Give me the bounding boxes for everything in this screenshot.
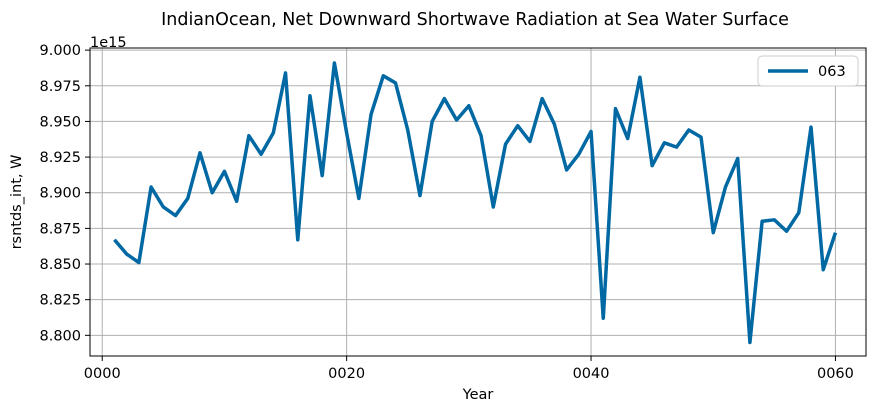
axis-ticks: 8.800 8.825 8.850 8.875 8.900 8.925 8.950 8.975… (39, 43, 853, 382)
y-tick-label: 8.825 (39, 293, 81, 309)
plot-area-frame (89, 47, 867, 357)
y-offset-label: 1e15 (90, 35, 127, 51)
y-tick-label: 8.975 (39, 79, 81, 95)
chart-title: IndianOcean, Net Downward Shortwave Radi… (161, 10, 789, 30)
legend: 063 (757, 55, 859, 87)
x-tick-label: 0020 (328, 366, 365, 382)
y-tick-label: 8.850 (39, 257, 81, 273)
y-axis-label: rsntds_int, W (9, 155, 25, 250)
x-tick-label: 0060 (817, 366, 854, 382)
series-line-063 (113, 61, 838, 345)
x-tick-label: 0000 (84, 366, 121, 382)
legend-label-063: 063 (818, 64, 846, 80)
x-axis-label: Year (462, 387, 494, 403)
x-tick-label: 0040 (573, 366, 610, 382)
y-tick-label: 8.875 (39, 221, 81, 237)
grid-lines (90, 48, 866, 356)
y-tick-label: 8.950 (39, 114, 81, 130)
y-tick-label: 8.925 (39, 150, 81, 166)
y-tick-label: 8.900 (39, 186, 81, 202)
y-tick-label: 8.800 (39, 328, 81, 344)
y-tick-label: 9.000 (39, 43, 81, 59)
